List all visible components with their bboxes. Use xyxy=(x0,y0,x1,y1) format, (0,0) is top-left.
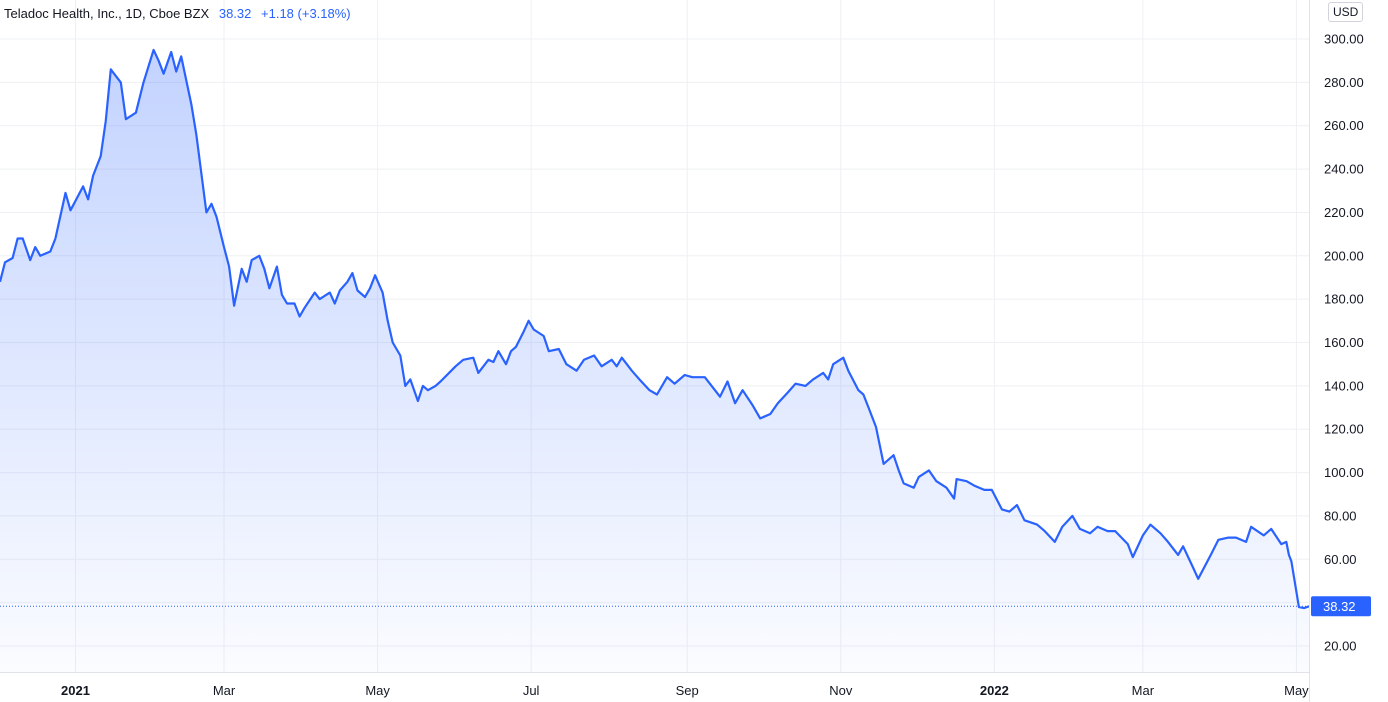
x-tick-label: Jul xyxy=(523,683,540,698)
x-tick-label: Mar xyxy=(213,683,236,698)
x-tick-label: 2021 xyxy=(61,683,90,698)
price-area xyxy=(0,48,1310,672)
y-tick-label: 60.00 xyxy=(1324,552,1357,567)
symbol-legend: Teladoc Health, Inc., 1D, Cboe BZX 38.32… xyxy=(4,6,351,21)
y-tick-label: 300.00 xyxy=(1324,32,1364,47)
price-line xyxy=(0,48,1310,610)
y-tick-label: 140.00 xyxy=(1324,378,1364,393)
y-tick-label: 320.00 xyxy=(1324,0,1364,3)
y-tick-label: 160.00 xyxy=(1324,335,1364,350)
last-price: 38.32 xyxy=(218,6,252,21)
currency-button[interactable]: USD xyxy=(1328,2,1364,22)
x-tick-label: Nov xyxy=(829,683,853,698)
y-tick-label: 120.00 xyxy=(1324,422,1364,437)
x-tick-label: Sep xyxy=(676,683,699,698)
symbol-title: Teladoc Health, Inc., 1D, Cboe BZX xyxy=(4,6,210,21)
price-area-fill xyxy=(0,49,1309,672)
last-price-label: 38.32 xyxy=(1323,599,1356,614)
y-tick-label: 260.00 xyxy=(1324,118,1364,133)
x-tick-label: Mar xyxy=(1132,683,1155,698)
y-tick-label: 220.00 xyxy=(1324,205,1364,220)
y-tick-label: 100.00 xyxy=(1324,465,1364,480)
y-tick-label: 180.00 xyxy=(1324,292,1364,307)
last-price-label-bg xyxy=(1311,596,1371,617)
y-tick-label: 80.00 xyxy=(1324,508,1357,523)
y-tick-label: 240.00 xyxy=(1324,162,1364,177)
price-change: +1.18 (+3.18%) xyxy=(261,6,351,21)
x-tick-label: May xyxy=(365,683,390,698)
x-tick-label: May xyxy=(1284,683,1309,698)
y-tick-label: 200.00 xyxy=(1324,248,1364,263)
y-tick-label: 20.00 xyxy=(1324,638,1357,653)
y-tick-label: 280.00 xyxy=(1324,75,1364,90)
x-tick-label: 2022 xyxy=(980,683,1009,698)
